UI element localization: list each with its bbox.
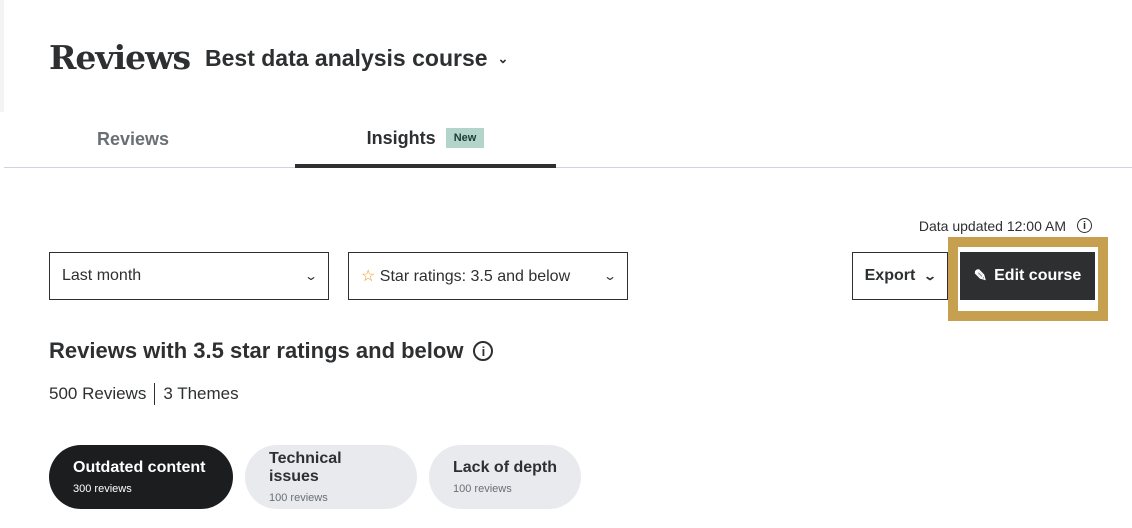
export-button[interactable]: Export ⌄ — [852, 252, 948, 300]
data-updated-text: Data updated 12:00 AM — [918, 218, 1066, 234]
theme-count: 100 reviews — [269, 492, 328, 504]
pencil-icon: ✎ — [973, 268, 988, 285]
tab-bar: Reviews Insights New — [4, 112, 1132, 168]
course-name: Best data analysis course — [205, 45, 488, 71]
section-heading: Reviews with 3.5 star ratings and below i — [49, 338, 494, 364]
edit-course-button[interactable]: ✎ Edit course — [960, 252, 1095, 300]
theme-pill-technical-issues[interactable]: Technical issues 100 reviews — [245, 445, 417, 509]
theme-label: Outdated content — [73, 459, 206, 476]
chevron-down-icon: ⌄ — [497, 50, 509, 66]
theme-count: 100 reviews — [453, 483, 512, 495]
theme-pill-lack-of-depth[interactable]: Lack of depth 100 reviews — [429, 445, 581, 509]
theme-label: Technical issues — [269, 450, 342, 485]
chevron-down-icon: ⌄ — [303, 269, 319, 283]
period-dropdown[interactable]: Last month ⌄ — [49, 252, 329, 300]
rating-dropdown[interactable]: ☆ Star ratings: 3.5 and below ⌄ — [348, 252, 628, 300]
star-icon: ☆ — [361, 268, 376, 285]
chevron-down-icon: ⌄ — [602, 269, 618, 283]
divider — [154, 383, 156, 405]
new-badge: New — [445, 128, 485, 148]
tab-label: Reviews — [96, 129, 170, 149]
summary-counts: 500 Reviews 3 Themes — [49, 383, 239, 405]
theme-count: 3 Themes — [163, 384, 239, 403]
theme-label: Lack of depth — [453, 459, 558, 476]
rating-value: Star ratings: 3.5 and below — [379, 268, 571, 285]
theme-count: 300 reviews — [73, 483, 132, 495]
theme-pill-outdated-content[interactable]: Outdated content 300 reviews — [49, 445, 233, 509]
period-value: Last month — [62, 267, 142, 284]
tab-reviews[interactable]: Reviews — [4, 112, 262, 167]
chevron-down-icon: ⌄ — [923, 269, 938, 283]
course-selector[interactable]: Best data analysis course ⌄ — [205, 45, 508, 72]
edit-label: Edit course — [994, 267, 1082, 284]
export-label: Export — [864, 267, 916, 284]
review-count: 500 Reviews — [49, 384, 147, 403]
left-edge — [0, 0, 4, 112]
info-icon[interactable]: i — [1077, 218, 1092, 233]
heading-text: Reviews with 3.5 star ratings and below — [49, 338, 464, 363]
page-title: Reviews — [49, 38, 191, 77]
tab-label: Insights — [366, 127, 436, 148]
info-icon[interactable]: i — [473, 341, 494, 361]
tab-insights[interactable]: Insights New — [295, 112, 556, 168]
